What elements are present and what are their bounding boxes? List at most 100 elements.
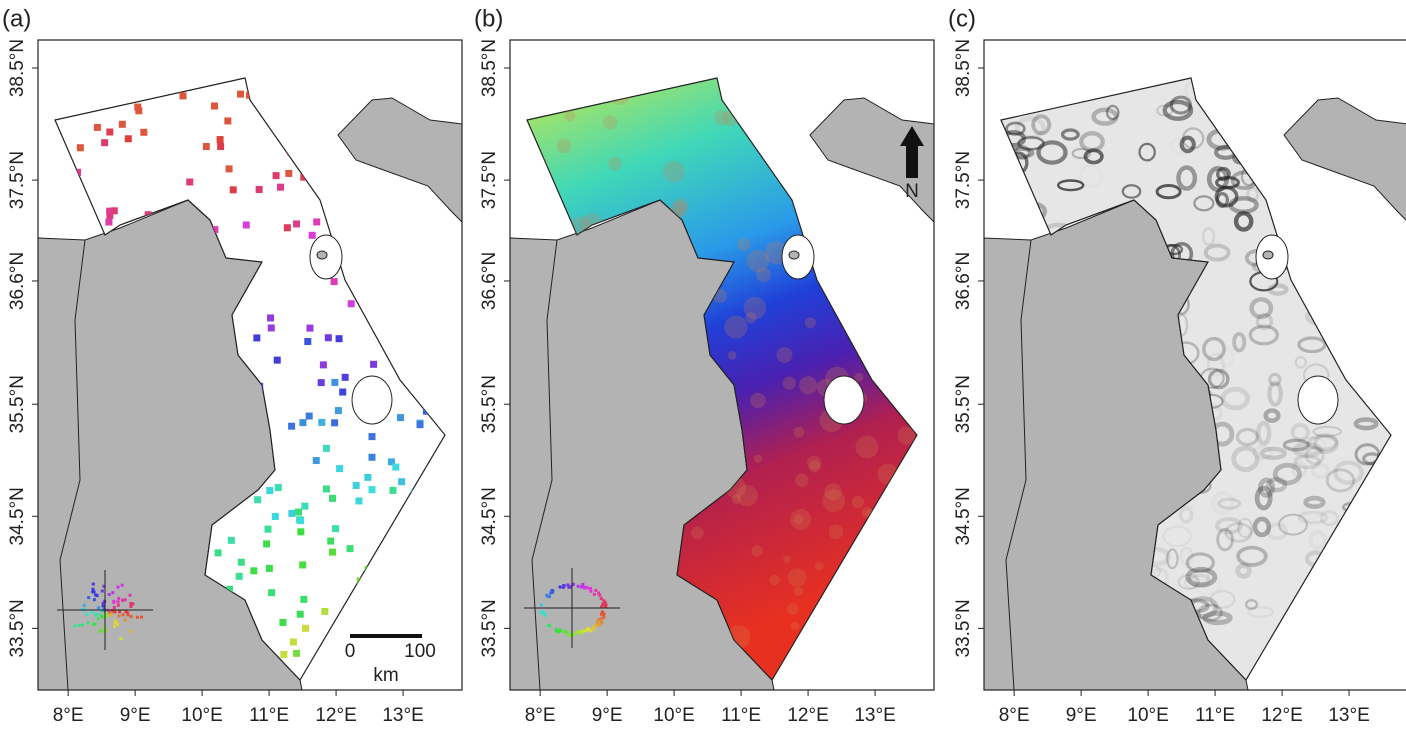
- texture-blob: [1071, 147, 1092, 160]
- texture-blob: [1197, 603, 1223, 622]
- legend-dot: [589, 586, 593, 590]
- legend-dot: [81, 623, 85, 627]
- sample-square: [364, 473, 372, 481]
- x-tick-label: 13°E: [1328, 705, 1369, 726]
- legend-dot: [117, 614, 121, 618]
- island: [316, 250, 328, 260]
- legend-dot: [104, 628, 108, 632]
- x-tick-label: 9°E: [592, 705, 623, 726]
- texture-blob: [799, 376, 818, 395]
- sample-square: [225, 165, 233, 173]
- texture-blob: [1257, 477, 1276, 498]
- legend-dot: [597, 591, 601, 595]
- legend-dot: [594, 588, 598, 592]
- texture-blob: [737, 237, 751, 252]
- legend-dot: [601, 602, 605, 606]
- legend-dot: [126, 613, 130, 617]
- sample-square: [273, 356, 281, 364]
- texture-blob: [808, 460, 821, 473]
- texture-blob: [1201, 227, 1216, 246]
- texture-blob: [851, 495, 865, 509]
- texture-blob: [1312, 425, 1342, 438]
- sample-square: [317, 379, 325, 387]
- border: [531, 239, 558, 691]
- legend-dot: [602, 616, 606, 620]
- sample-square: [392, 463, 400, 471]
- legend-dot: [105, 615, 109, 619]
- sample-square: [272, 172, 280, 180]
- sample-square: [134, 103, 142, 111]
- texture-blob: [1215, 517, 1243, 535]
- y-tick-label: 35.5°N: [7, 375, 28, 433]
- x-tick-label: 10°E: [181, 705, 222, 726]
- texture-blob: [1207, 368, 1230, 390]
- north-arrow: [900, 126, 924, 178]
- texture-blob: [1233, 210, 1254, 232]
- sample-square: [299, 561, 307, 569]
- legend-dot: [100, 589, 104, 593]
- panel-label: (a): [2, 5, 31, 32]
- texture-blob: [1228, 196, 1259, 214]
- x-tick-label: 12°E: [787, 705, 828, 726]
- sample-square: [297, 528, 305, 536]
- sample-square: [331, 419, 339, 427]
- x-tick-label: 12°E: [315, 705, 356, 726]
- legend-dot: [586, 628, 590, 632]
- texture-blob: [1031, 114, 1052, 136]
- legend-dot: [599, 612, 603, 616]
- sample-square: [105, 218, 113, 226]
- legend-dot: [569, 631, 573, 635]
- texture-blob: [1014, 116, 1046, 140]
- sample-square: [293, 649, 301, 657]
- legend-dot: [547, 595, 551, 599]
- legend-dot: [121, 613, 125, 617]
- legend-dot: [572, 633, 576, 637]
- texture-blob: [1235, 427, 1259, 447]
- texture-blob: [793, 514, 804, 525]
- legend-dot: [603, 600, 607, 604]
- legend-dot: [102, 625, 106, 629]
- sample-square: [334, 407, 342, 415]
- texture-blob: [776, 346, 793, 363]
- legend-dot: [594, 624, 598, 628]
- legend-dot: [82, 603, 86, 607]
- legend-dot: [599, 617, 603, 621]
- texture-blob: [804, 317, 816, 329]
- texture-blob: [1254, 485, 1273, 511]
- texture-blob: [1176, 165, 1198, 191]
- legend-dot: [120, 583, 124, 587]
- texture-blob: [1313, 433, 1339, 454]
- sample-square: [299, 419, 307, 427]
- panel-frame: [37, 39, 463, 691]
- texture-blob: [751, 545, 763, 557]
- sample-square: [210, 102, 218, 110]
- border: [1005, 239, 1032, 691]
- texture-blob: [1185, 552, 1215, 574]
- y-tick-label: 36.6°N: [953, 252, 974, 310]
- texture-blob: [1005, 121, 1026, 136]
- sample-square: [368, 433, 376, 441]
- y-tick-label: 36.6°N: [479, 252, 500, 310]
- legend-dot: [554, 628, 558, 632]
- y-tick-label: 33.5°N: [479, 599, 500, 657]
- texture-blob: [746, 249, 770, 273]
- excluded-zone: [823, 375, 865, 425]
- legend-dot: [593, 627, 597, 631]
- sample-square: [274, 484, 282, 492]
- sample-square: [135, 107, 143, 115]
- legend-dot: [579, 631, 583, 635]
- texture-blob: [1290, 423, 1310, 442]
- sample-square: [106, 128, 114, 136]
- texture-blob: [828, 524, 844, 540]
- sample-square: [279, 618, 287, 626]
- texture-blob: [1255, 420, 1272, 446]
- sample-square: [416, 421, 424, 429]
- legend-dot: [602, 599, 606, 603]
- texture-blob: [663, 160, 685, 183]
- texture-blob: [790, 621, 800, 631]
- legend-dot: [140, 615, 144, 619]
- texture-blob: [1267, 380, 1283, 407]
- sample-square: [124, 135, 132, 143]
- texture-blob: [1232, 331, 1247, 353]
- x-tick-label: 11°E: [249, 705, 289, 726]
